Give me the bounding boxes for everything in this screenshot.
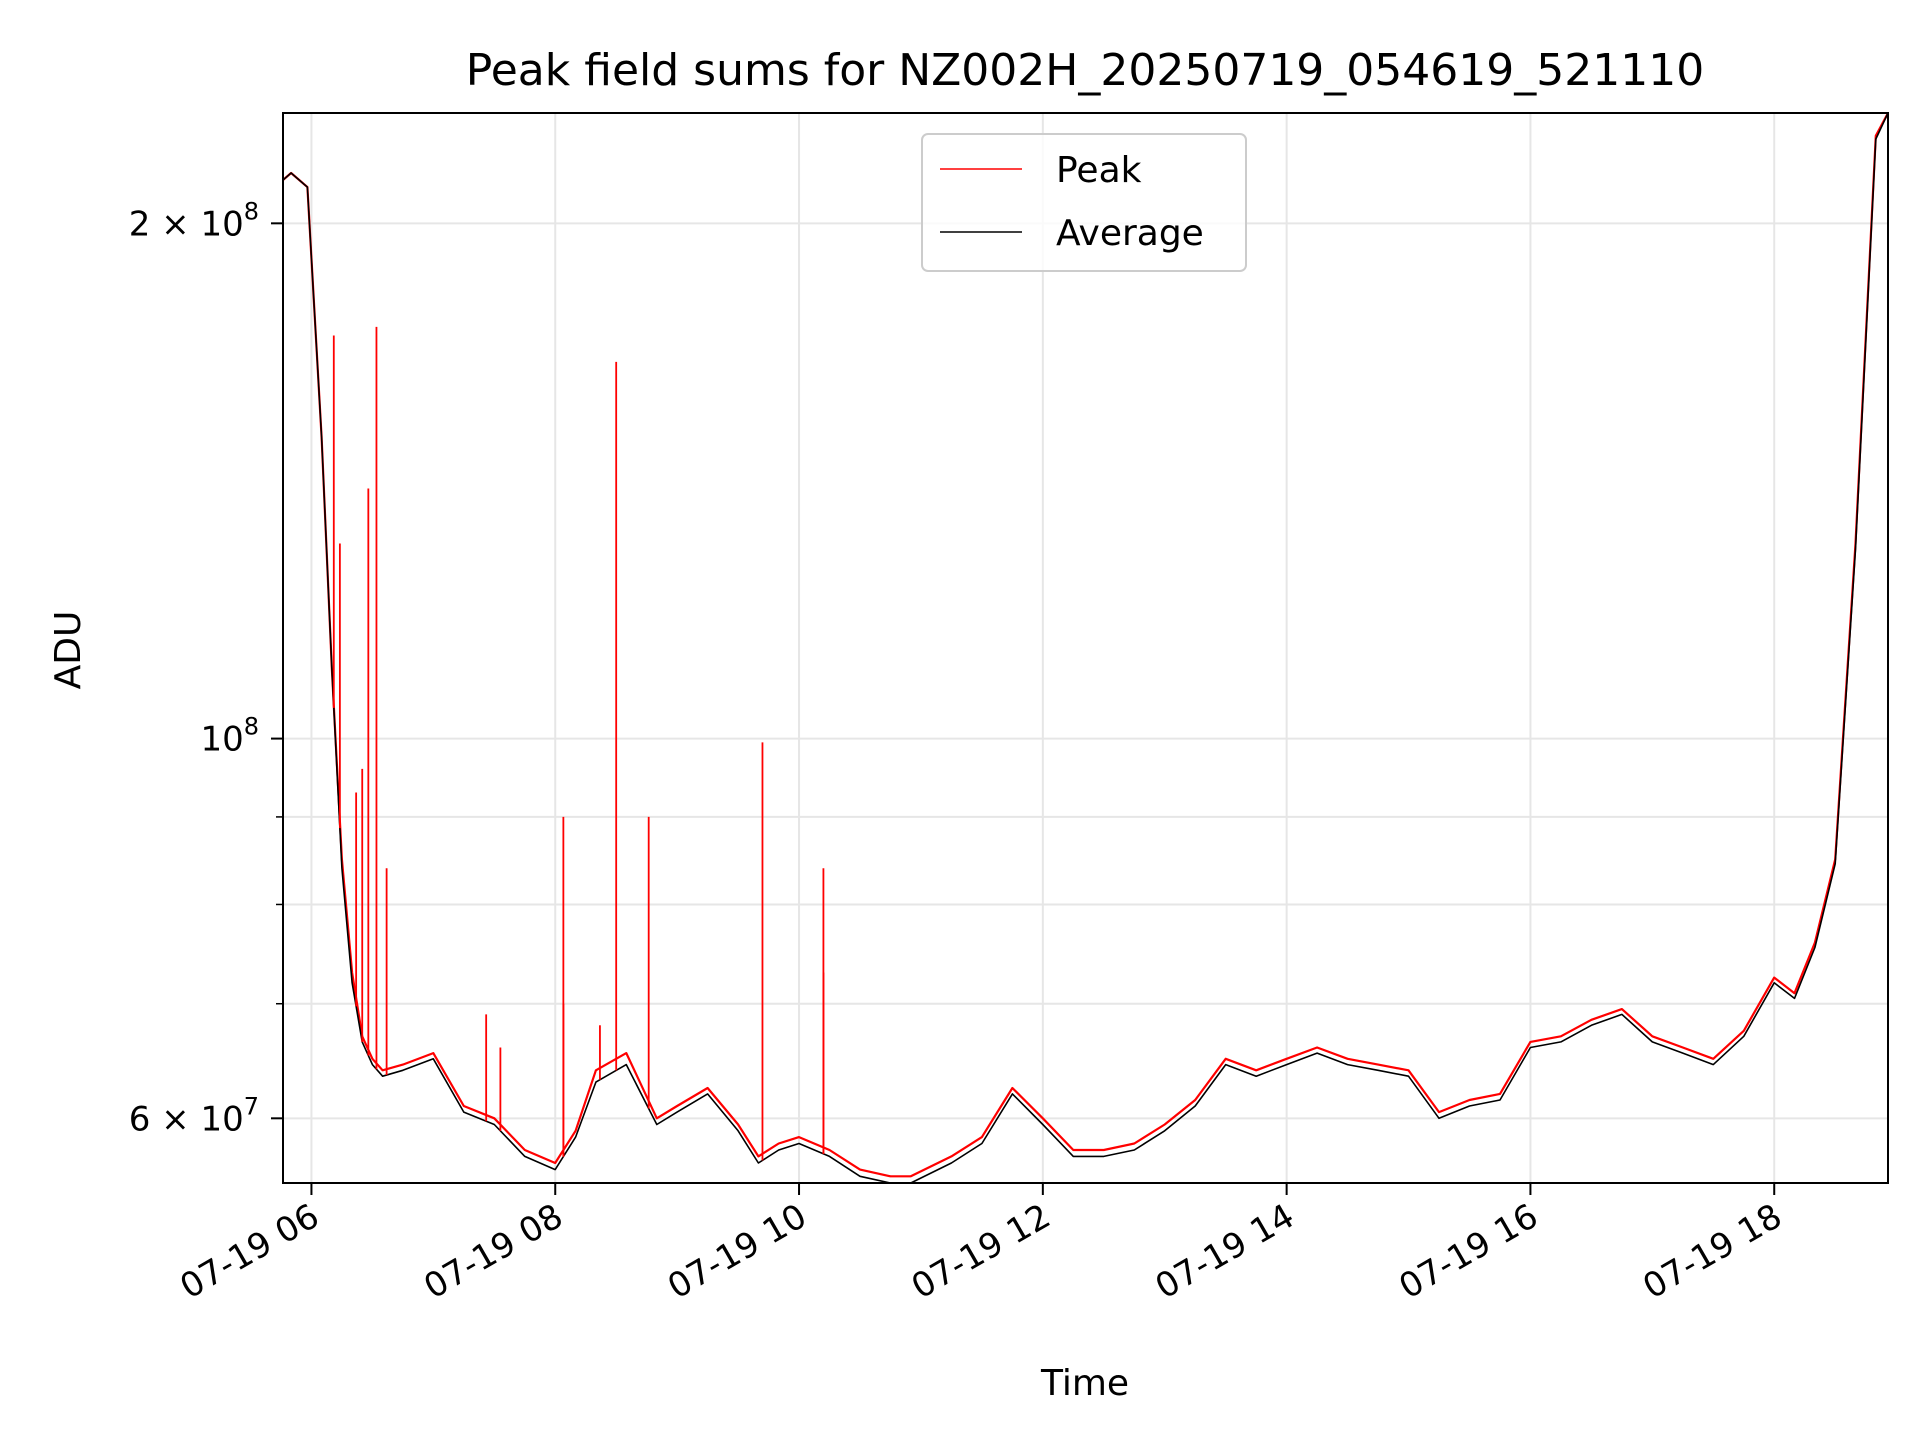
x-axis-label: Time <box>1040 1363 1129 1404</box>
plot-frame <box>282 112 1889 1184</box>
y-axis-label: ADU <box>48 611 89 690</box>
series-layer <box>282 112 1889 1184</box>
grid <box>283 113 1888 1183</box>
y-tick-label: 6 × 107 <box>129 1092 259 1139</box>
chart-title: Peak field sums for NZ002H_20250719_0546… <box>466 45 1704 96</box>
legend: Peak Average <box>921 133 1247 272</box>
legend-average-label: Average <box>1056 213 1204 254</box>
legend-peak-label: Peak <box>1056 150 1142 191</box>
series-line-average <box>282 112 1889 1184</box>
y-tick-label: 2 × 108 <box>129 197 259 244</box>
series-line-peak <box>282 112 1889 1178</box>
